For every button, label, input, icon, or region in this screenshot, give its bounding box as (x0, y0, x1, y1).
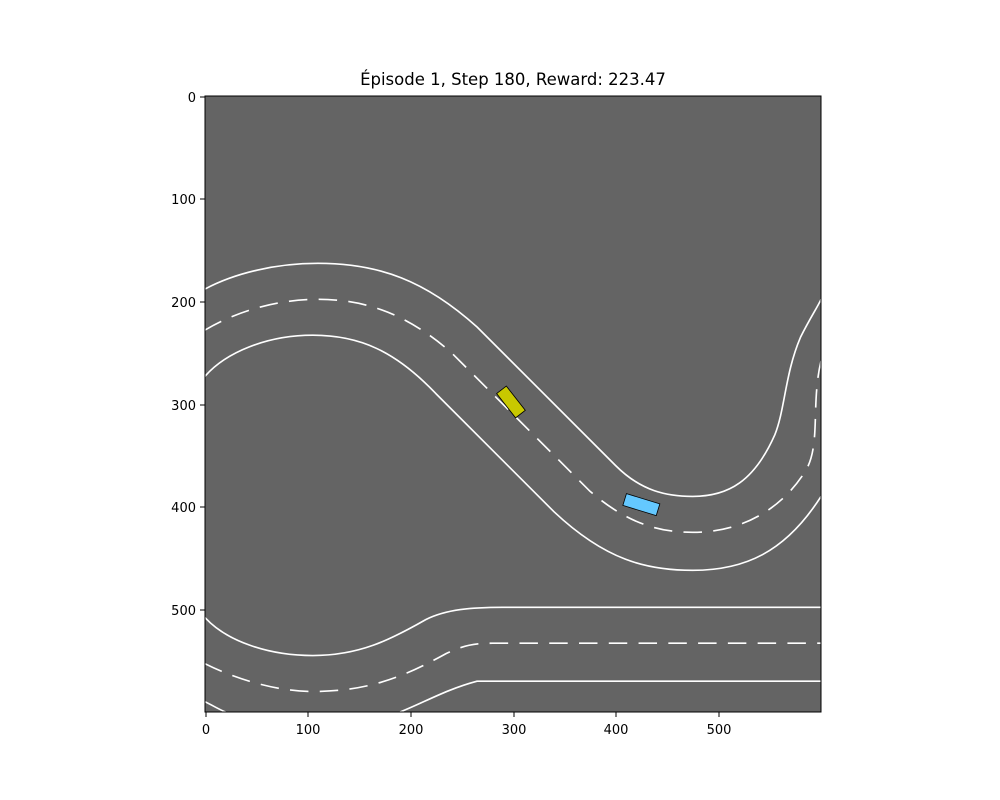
road-markings (205, 262, 821, 712)
lower-road-lower-line (205, 701, 226, 712)
lower-road-lower-line-2 (399, 680, 821, 712)
lower-road-center-dashed-line (205, 642, 821, 693)
y-tick-label: 400 (171, 501, 196, 516)
y-tick-label: 500 (171, 604, 196, 619)
y-tick-label: 100 (171, 193, 196, 208)
plot-title: Épisode 1, Step 180, Reward: 223.47 (360, 70, 666, 89)
x-axis: 0 100 200 300 400 500 (202, 712, 732, 738)
x-tick-label: 400 (604, 723, 629, 738)
upper-road-center-dashed-line (205, 298, 821, 534)
lower-road-upper-line (205, 606, 821, 657)
x-tick-label: 500 (707, 723, 732, 738)
yellow-car (496, 385, 526, 419)
upper-road-outer-line (205, 262, 821, 498)
y-tick-label: 200 (171, 296, 196, 311)
x-tick-label: 200 (399, 723, 424, 738)
y-axis: 0 100 200 300 400 500 (171, 91, 205, 619)
upper-road-inner-line (205, 334, 821, 572)
y-tick-label: 0 (188, 91, 196, 106)
x-tick-label: 0 (202, 723, 210, 738)
axes-frame (204, 95, 822, 713)
x-tick-label: 300 (502, 723, 527, 738)
y-tick-label: 300 (171, 399, 196, 414)
x-tick-label: 100 (296, 723, 321, 738)
blue-car (622, 493, 661, 517)
